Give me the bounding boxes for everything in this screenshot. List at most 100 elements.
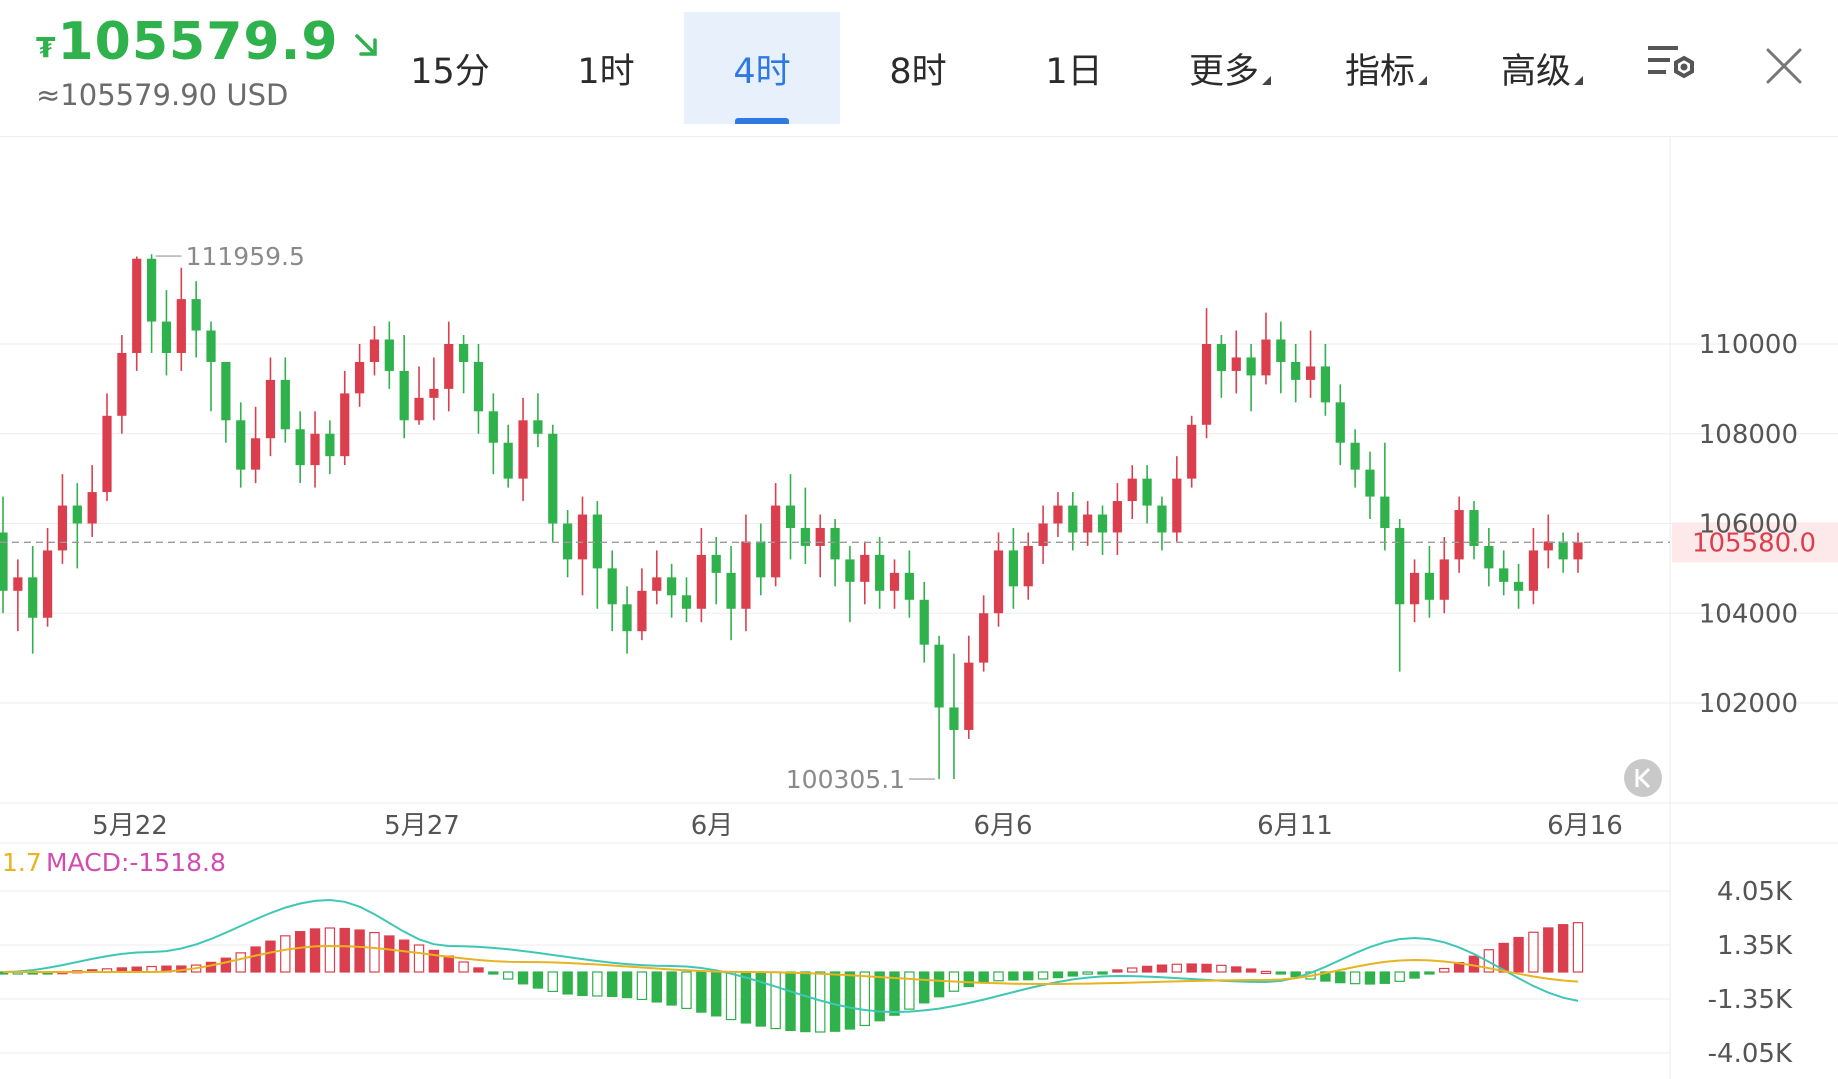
candle-body: [13, 577, 23, 591]
price-chart[interactable]: 105580.0 111959.5 100305.1 102000 104000 106…: [0, 136, 1838, 1079]
candle-body: [1320, 366, 1331, 403]
scroll-to-latest-icon[interactable]: [1624, 759, 1662, 797]
macd-histogram-bar: [993, 971, 1004, 982]
macd-histogram-bar: [1245, 968, 1257, 973]
candle-body: [72, 505, 82, 524]
macd-histogram-bar: [1528, 931, 1539, 973]
candle: [206, 321, 216, 412]
candle: [280, 357, 290, 443]
x-tick-label: 6月16: [1547, 811, 1623, 841]
candle: [1023, 532, 1033, 600]
candle-body: [1261, 339, 1271, 376]
candle: [1409, 559, 1420, 623]
tab-label: 更多: [1188, 51, 1259, 92]
tab-indicators[interactable]: 指标: [1308, 12, 1464, 124]
macd-histogram-bar: [1112, 969, 1123, 973]
tab-4h[interactable]: 4时: [684, 12, 840, 124]
dif-line: [2, 898, 1579, 1014]
macd-histogram-bar: [294, 931, 306, 973]
macd-histogram-bar: [250, 946, 261, 973]
candle-body: [444, 344, 454, 389]
candle-body: [785, 505, 796, 528]
scroll-to-latest-glyph: [1635, 767, 1651, 789]
macd-histogram-bar: [1231, 966, 1242, 973]
candle-body: [429, 388, 439, 398]
candle-body: [1573, 542, 1583, 560]
candle-body: [1097, 514, 1108, 533]
macd-histogram-bar: [1082, 971, 1093, 975]
candle: [1528, 527, 1539, 605]
macd-histogram-bar: [577, 971, 588, 997]
candle: [310, 411, 320, 488]
macd-histogram-bar: [1557, 924, 1569, 973]
candle: [1008, 527, 1018, 609]
candle: [1558, 532, 1568, 573]
macd-histogram-bar: [711, 971, 722, 1017]
candle: [1127, 465, 1137, 520]
candle: [340, 370, 350, 466]
macd-histogram-bar: [369, 931, 380, 973]
candle-body: [904, 572, 914, 600]
tab-8h[interactable]: 8时: [840, 12, 996, 124]
candle: [13, 559, 23, 632]
candle-body: [919, 599, 929, 645]
high-price-label: 111959.5: [186, 242, 305, 271]
candle: [815, 514, 825, 578]
candle: [563, 510, 573, 578]
y-tick-label: 106000: [1699, 510, 1798, 540]
candle-body: [369, 339, 380, 362]
tab-1d[interactable]: 1日: [996, 12, 1152, 124]
candle-body: [1038, 523, 1048, 546]
macd-histogram-bar: [502, 971, 514, 980]
candle-body: [414, 397, 424, 421]
candle: [1469, 501, 1479, 560]
candle: [577, 496, 588, 596]
currency-symbol: ₮: [36, 31, 56, 64]
tab-label: 1时: [577, 51, 635, 92]
tab-active-indicator: [735, 118, 789, 124]
tab-label: 8时: [889, 51, 947, 92]
tab-15m[interactable]: 15分: [372, 12, 528, 124]
candle-body: [592, 514, 602, 569]
candle: [1439, 536, 1449, 614]
candle-body: [87, 492, 97, 524]
tab-advanced[interactable]: 高级: [1464, 12, 1620, 124]
candle: [132, 256, 142, 371]
macd-histogram-bar: [592, 971, 603, 997]
candle: [785, 474, 796, 560]
chart-settings-icon[interactable]: [1644, 36, 1700, 96]
candle-body: [667, 577, 677, 596]
candle-body: [57, 505, 68, 551]
candle: [265, 357, 276, 457]
candle-body: [28, 577, 38, 618]
macd-histogram-bar: [413, 944, 425, 973]
macd-histogram-bar: [1290, 971, 1301, 978]
candle-body: [518, 420, 528, 479]
header-divider: [0, 136, 1838, 137]
macd-histogram-bar: [235, 952, 246, 973]
candle: [295, 411, 305, 484]
macd-histogram-bar: [1572, 922, 1584, 973]
candle-body: [577, 514, 588, 560]
macd-histogram-bar: [1171, 963, 1183, 973]
macd-histogram-bar: [829, 971, 841, 1032]
macd-histogram-bar: [696, 971, 707, 1013]
candle: [191, 281, 201, 358]
macd-histogram-bar: [220, 957, 232, 973]
tab-more[interactable]: 更多: [1152, 12, 1308, 124]
macd-histogram-bar: [339, 927, 350, 973]
candle: [993, 532, 1004, 627]
macd-histogram-bar: [800, 971, 811, 1033]
candlestick-series: [0, 254, 1583, 780]
down-right-arrow-icon: [351, 30, 381, 63]
tab-1h[interactable]: 1时: [528, 12, 684, 124]
candle-body: [1112, 501, 1122, 533]
candle-body: [875, 554, 885, 591]
candle: [934, 635, 944, 780]
close-icon[interactable]: [1762, 44, 1806, 92]
macd-histogram-bar: [547, 971, 558, 993]
macd-histogram-bar: [1216, 964, 1227, 973]
macd-histogram-bar: [1260, 970, 1272, 975]
dropdown-triangle-icon: [1418, 75, 1427, 85]
macd-histogram-bar: [1275, 971, 1287, 975]
